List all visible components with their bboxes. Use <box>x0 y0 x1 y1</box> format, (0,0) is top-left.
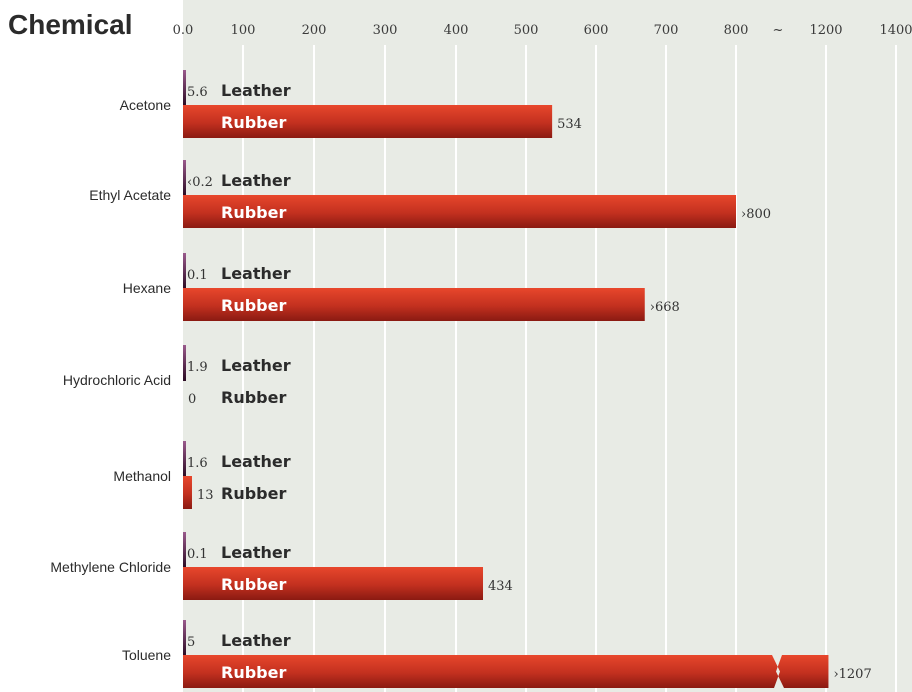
rubber-series-label: Rubber <box>221 575 286 594</box>
rubber-bar <box>183 567 484 600</box>
rubber-series-label: Rubber <box>221 203 286 222</box>
x-tick-label: 400 <box>444 23 469 38</box>
category-labels: Acetone Ethyl Acetate Hexane Hydrochloric A… <box>50 97 171 663</box>
leather-value-label: 5.6 <box>187 85 208 100</box>
x-tick-label: 300 <box>373 23 398 38</box>
leather-bar <box>183 70 186 106</box>
leather-bar <box>183 532 186 568</box>
axis-break-marker: ~ <box>773 23 784 38</box>
leather-value-label: ‹0.2 <box>187 175 213 190</box>
rubber-series-label: Rubber <box>221 484 286 503</box>
leather-series-label: Leather <box>221 81 291 100</box>
leather-series-label: Leather <box>221 264 291 283</box>
leather-value-label: 5 <box>187 635 195 650</box>
rubber-series-label: Rubber <box>221 388 286 407</box>
rubber-value-label: 534 <box>557 117 582 132</box>
leather-bar <box>183 160 186 196</box>
gridlines <box>242 45 897 692</box>
category-label: Hexane <box>123 280 171 296</box>
leather-series-label: Leather <box>221 543 291 562</box>
bars: 5.6 Leather Rubber 534 ‹0.2 Leather Rubber ›800… <box>183 70 872 688</box>
rubber-value-label: 0 <box>188 392 196 407</box>
x-tick-label: 700 <box>654 23 679 38</box>
x-tick-label: 600 <box>584 23 609 38</box>
rubber-series-label: Rubber <box>221 113 286 132</box>
leather-series-label: Leather <box>221 171 291 190</box>
rubber-bar <box>183 288 645 321</box>
leather-value-label: 0.1 <box>187 268 208 283</box>
rubber-bar <box>183 476 192 509</box>
category-label: Methylene Chloride <box>50 559 171 575</box>
leather-series-label: Leather <box>221 452 291 471</box>
x-axis-ticks: 0.0 100 200 300 400 500 600 700 800 ~1200 1400 <box>173 23 912 38</box>
category-label: Toluene <box>122 647 171 663</box>
leather-value-label: 1.9 <box>187 360 208 375</box>
category-label: Acetone <box>120 97 172 113</box>
category-label: Methanol <box>113 468 171 484</box>
x-tick-label: 500 <box>514 23 539 38</box>
leather-series-label: Leather <box>221 356 291 375</box>
rubber-bar <box>183 195 736 228</box>
leather-bar <box>183 345 186 381</box>
chart-title: Chemical <box>8 9 133 40</box>
rubber-value-label: 434 <box>488 579 513 594</box>
x-tick-label: 200 <box>302 23 327 38</box>
rubber-value-label: ›1207 <box>833 667 871 682</box>
x-tick-label: 1400 <box>879 23 912 38</box>
rubber-value-label: ›668 <box>650 300 680 315</box>
rubber-series-label: Rubber <box>221 296 286 315</box>
rubber-series-label: Rubber <box>221 663 286 682</box>
axis-break-cut <box>772 655 784 688</box>
rubber-bar <box>183 655 829 688</box>
leather-series-label: Leather <box>221 631 291 650</box>
leather-value-label: 0.1 <box>187 547 208 562</box>
leather-bar <box>183 253 186 289</box>
category-label: Ethyl Acetate <box>89 187 171 203</box>
x-tick-label: 0.0 <box>173 23 194 38</box>
x-tick-label: 800 <box>724 23 749 38</box>
leather-value-label: 1.6 <box>187 456 208 471</box>
leather-bar <box>183 441 186 477</box>
rubber-value-label: ›800 <box>741 207 771 222</box>
x-tick-label: 100 <box>231 23 256 38</box>
category-label: Hydrochloric Acid <box>63 372 171 388</box>
leather-bar <box>183 620 186 656</box>
rubber-bar <box>183 105 553 138</box>
x-tick-label: 1200 <box>809 23 842 38</box>
rubber-value-label: 13 <box>197 488 214 503</box>
